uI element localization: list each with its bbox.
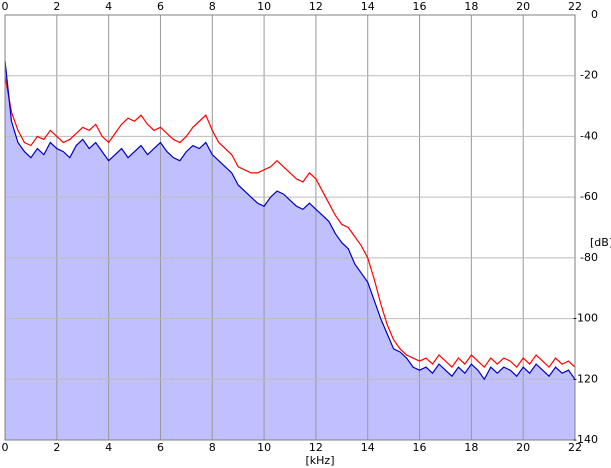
x-tick-label: 12 bbox=[309, 0, 323, 13]
x-tick-label: 18 bbox=[464, 441, 478, 454]
x-tick-label: 8 bbox=[209, 0, 216, 13]
x-tick-label: 22 bbox=[568, 441, 582, 454]
x-tick-label: 18 bbox=[464, 0, 478, 13]
x-tick-label: 8 bbox=[209, 441, 216, 454]
x-axis-label: [kHz] bbox=[306, 454, 335, 467]
y-tick-label: -80 bbox=[580, 251, 598, 264]
x-tick-label: 20 bbox=[516, 0, 530, 13]
y-tick-label: -140 bbox=[573, 433, 598, 446]
x-tick-label: 4 bbox=[105, 441, 112, 454]
x-tick-label: 4 bbox=[105, 0, 112, 13]
x-tick-label: 10 bbox=[257, 441, 271, 454]
y-tick-label: -60 bbox=[580, 190, 598, 203]
x-tick-label: 2 bbox=[53, 0, 60, 13]
plot-border bbox=[4, 14, 576, 441]
y-axis-label: [dB] bbox=[590, 236, 611, 249]
x-tick-label: 20 bbox=[516, 441, 530, 454]
x-tick-label: 16 bbox=[413, 441, 427, 454]
plot bbox=[4, 14, 576, 441]
y-tick-label: -20 bbox=[580, 69, 598, 82]
x-tick-label: 0 bbox=[2, 0, 9, 13]
x-tick-label: 2 bbox=[53, 441, 60, 454]
x-tick-label: 10 bbox=[257, 0, 271, 13]
y-tick-label: 0 bbox=[591, 8, 598, 21]
y-tick-label: -120 bbox=[573, 372, 598, 385]
x-tick-label: 14 bbox=[361, 441, 375, 454]
series-line bbox=[4, 75, 576, 369]
x-tick-label: 6 bbox=[157, 0, 164, 13]
y-tick-label: -100 bbox=[573, 312, 598, 325]
x-tick-label: 22 bbox=[568, 0, 582, 13]
x-tick-label: 16 bbox=[413, 0, 427, 13]
x-tick-label: 12 bbox=[309, 441, 323, 454]
series-line bbox=[4, 60, 576, 381]
y-tick-label: -40 bbox=[580, 129, 598, 142]
x-tick-label: 14 bbox=[361, 0, 375, 13]
x-tick-label: 0 bbox=[2, 441, 9, 454]
x-tick-label: 6 bbox=[157, 441, 164, 454]
